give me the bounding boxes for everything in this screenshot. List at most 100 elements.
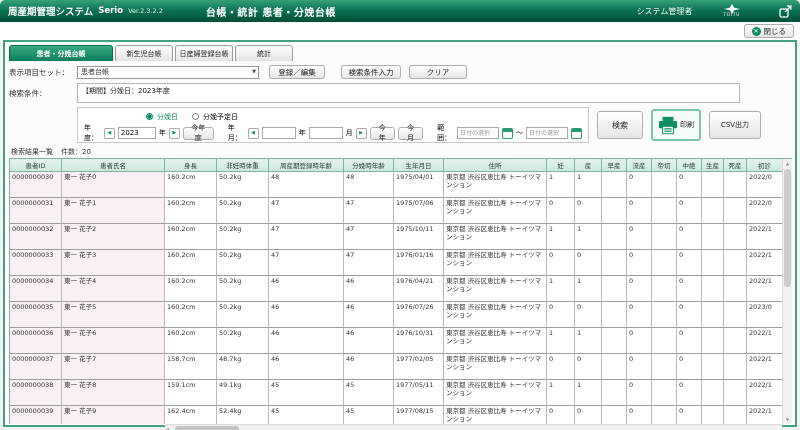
table-cell: 1 (575, 328, 602, 354)
table-cell: 0 (575, 198, 602, 224)
radio-due-date[interactable] (192, 113, 199, 120)
table-cell (602, 406, 627, 424)
horizontal-scroll-thumb[interactable] (175, 426, 239, 430)
column-header[interactable]: 生産 (702, 159, 724, 172)
column-header[interactable]: 患者氏名 (62, 159, 165, 172)
table-row[interactable]: 0000000033 東一 花子3 160.2cm 50.2kg 47 47 1976/01… (10, 250, 792, 276)
column-header[interactable]: 産 (575, 159, 602, 172)
calendar-icon[interactable] (571, 127, 582, 139)
column-header[interactable]: 周産期登録時年齢 (269, 159, 344, 172)
close-button[interactable]: ✕ 閉じる (743, 24, 794, 38)
close-strip: ✕ 閉じる (0, 22, 800, 40)
year-month-decrement-icon[interactable]: ◀ (247, 127, 259, 139)
table-cell: 0000000039 (10, 406, 62, 424)
month-input[interactable] (308, 127, 343, 139)
csv-export-button[interactable]: CSV出力 (709, 111, 761, 139)
table-cell: 0 (547, 302, 575, 328)
column-header[interactable]: 非妊時体重 (217, 159, 269, 172)
table-cell: 東一 花子0 (62, 172, 165, 198)
column-header[interactable]: 身長 (165, 159, 217, 172)
this-month-button[interactable]: 今月 (397, 124, 424, 142)
column-header[interactable]: 流産 (627, 159, 652, 172)
column-header[interactable]: 早産 (602, 159, 627, 172)
column-header[interactable]: 帝切 (652, 159, 677, 172)
table-row[interactable]: 0000000031 東一 花子1 160.2cm 50.2kg 47 47 1975/07… (10, 198, 792, 224)
table-row[interactable]: 0000000034 東一 花子4 160.2cm 50.2kg 46 46 1976/04… (10, 276, 792, 302)
table-cell: 46 (344, 302, 394, 328)
table-cell: 48 (269, 172, 344, 198)
fiscal-year-increment-icon[interactable]: ▶ (168, 127, 180, 139)
column-header[interactable]: 生年月日 (394, 159, 444, 172)
table-cell: 0 (677, 302, 702, 328)
toitu-logo: TOITU (723, 3, 740, 19)
fiscal-year-input[interactable] (117, 127, 156, 139)
search-criteria-box: 分娩日 分娩予定日 年度： ◀ 年 ▶ 今年度 年月： ◀ 年 (77, 107, 589, 143)
clear-button[interactable]: クリア (409, 65, 467, 79)
table-cell: 0 (627, 198, 652, 224)
vertical-scroll-thumb[interactable] (784, 169, 791, 287)
table-row[interactable]: 0000000030 東一 花子0 160.2cm 50.2kg 48 48 1975/04… (10, 172, 792, 198)
table-cell: 1 (547, 380, 575, 406)
table-cell: 1 (547, 224, 575, 250)
this-fiscal-year-button[interactable]: 今年度 (182, 124, 214, 142)
range-start-date-input[interactable] (457, 127, 499, 139)
scroll-left-icon[interactable]: ◀ (166, 427, 170, 430)
table-row[interactable]: 0000000037 東一 花子7 158.7cm 48.7kg 46 46 1977/02… (10, 354, 792, 380)
tab-jsog-registration-ledger[interactable]: 日産婦登録台帳 (175, 45, 233, 61)
search-condition-button[interactable]: 検索条件入力 (341, 65, 401, 79)
column-header[interactable]: 初診 (747, 159, 783, 172)
close-label: 閉じる (763, 26, 787, 36)
register-edit-button[interactable]: 登録／編集 (269, 65, 325, 79)
table-cell (724, 250, 747, 276)
table-row[interactable]: 0000000036 東一 花子6 160.2cm 50.2kg 46 46 1976/10… (10, 328, 792, 354)
radio-delivery-date[interactable] (146, 113, 153, 120)
table-cell: 東京都 渋谷区恵比寿 トーイツマンション (444, 276, 547, 302)
table-cell: 1 (547, 328, 575, 354)
horizontal-scrollbar[interactable]: ◀ (165, 424, 782, 430)
scroll-up-icon[interactable]: ▲ (785, 161, 790, 166)
year-input[interactable] (261, 127, 296, 139)
search-condition-display: 【期間】分娩日：2023年度 (77, 83, 740, 103)
table-cell (652, 250, 677, 276)
grid-header: 患者ID 患者氏名 身長 非妊時体重 周産期登録時年齢 分娩時年齢 生年月日 住所妊産早産 流産… (10, 159, 792, 172)
display-set-select[interactable]: 患者台帳 ▼ (77, 65, 259, 79)
column-header[interactable]: 住所 (444, 159, 547, 172)
column-header[interactable]: 分娩時年齢 (344, 159, 394, 172)
table-cell: 1977/08/15 (394, 406, 444, 424)
search-button[interactable]: 検索 (597, 111, 643, 139)
tab-newborn-ledger[interactable]: 新生児台帳 (115, 45, 173, 61)
column-header[interactable]: 死産 (724, 159, 747, 172)
table-cell: 0000000038 (10, 380, 62, 406)
print-label: 印刷 (680, 121, 694, 129)
tab-statistics[interactable]: 統計 (235, 45, 293, 61)
table-cell: 46 (344, 328, 394, 354)
table-cell: 1975/10/11 (394, 224, 444, 250)
this-year-button[interactable]: 今年 (369, 124, 395, 142)
column-header[interactable]: 中絶 (677, 159, 702, 172)
table-cell: 50.2kg (217, 276, 269, 302)
table-cell: 46 (344, 354, 394, 380)
main-panel: 患者・分娩台帳 新生児台帳 日産婦登録台帳 統計 表示項目セット： 患者台帳 ▼… (3, 40, 797, 430)
range-end-date-input[interactable] (526, 127, 568, 139)
table-cell: 160.2cm (165, 250, 217, 276)
year-month-increment-icon[interactable]: ▶ (355, 127, 367, 139)
column-header[interactable]: 妊 (547, 159, 575, 172)
table-row[interactable]: 0000000038 東一 花子8 159.1cm 49.1kg 45 45 1977/05… (10, 380, 792, 406)
open-window-icon[interactable] (779, 4, 792, 18)
table-row[interactable]: 0000000032 東一 花子2 160.2cm 50.2kg 47 47 1975/10… (10, 224, 792, 250)
table-row[interactable]: 0000000035 東一 花子5 160.2cm 50.2kg 46 46 1976/07… (10, 302, 792, 328)
year-month-label: 年月： (227, 124, 242, 142)
printer-icon (658, 116, 678, 134)
scroll-down-icon[interactable]: ▼ (785, 417, 790, 422)
table-cell (702, 172, 724, 198)
table-row[interactable]: 0000000039 東一 花子9 162.4cm 52.4kg 45 45 1977/08… (10, 406, 792, 424)
fiscal-year-decrement-icon[interactable]: ◀ (103, 127, 115, 139)
logo-text: TOITU (723, 12, 740, 18)
table-cell: 46 (269, 328, 344, 354)
table-cell: 46 (269, 354, 344, 380)
column-header[interactable]: 患者ID (10, 159, 62, 172)
calendar-icon[interactable] (502, 127, 513, 139)
print-button[interactable]: 印刷 (651, 109, 701, 141)
vertical-scrollbar[interactable]: ▲ ▼ (782, 159, 792, 424)
tab-patient-delivery-ledger[interactable]: 患者・分娩台帳 (9, 45, 113, 61)
